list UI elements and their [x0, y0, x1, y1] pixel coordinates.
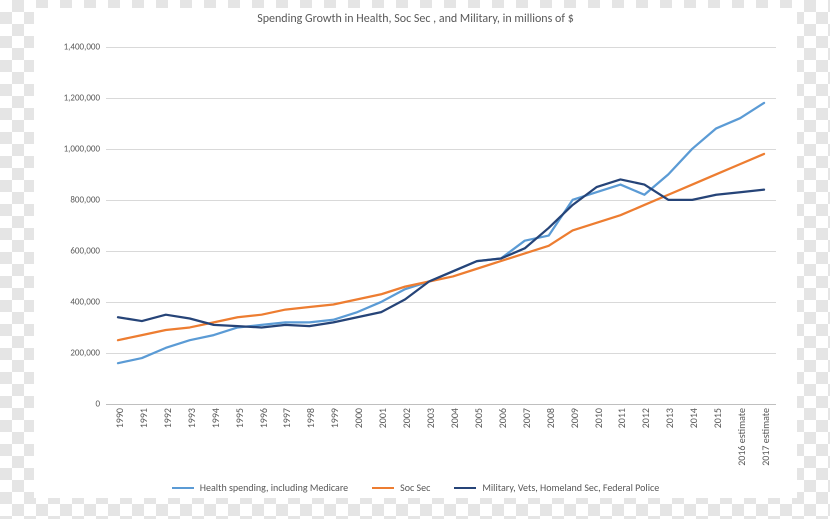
y-tick-label: 600,000: [38, 245, 100, 256]
x-tick-label: 1996: [257, 408, 270, 428]
y-gridline: [106, 404, 776, 405]
x-tick-label: 2013: [663, 408, 676, 428]
x-tick-label: 2014: [687, 408, 700, 428]
x-tick-label: 1998: [304, 408, 317, 428]
x-tick-label: 1995: [233, 408, 246, 428]
x-tick-label: 2016 estimate: [735, 408, 748, 466]
y-tick-label: 0: [38, 399, 100, 410]
x-tick-label: 1999: [328, 408, 341, 428]
x-tick-label: 2015: [711, 408, 724, 428]
x-tick-label: 2012: [639, 408, 652, 428]
x-tick-label: 1994: [209, 408, 222, 428]
x-tick-label: 1993: [185, 408, 198, 428]
chart-box: Spending Growth in Health, Soc Sec , and…: [34, 8, 797, 498]
x-tick-label: 2017 estimate: [759, 408, 772, 466]
plot-area: [106, 34, 776, 404]
y-tick-label: 1,200,000: [38, 92, 100, 103]
series-line: [118, 179, 764, 327]
x-tick-label: 1991: [137, 408, 150, 428]
legend-label: Military, Vets, Homeland Sec, Federal Po…: [482, 481, 659, 494]
x-tick-label: 1990: [113, 408, 126, 428]
x-tick-label: 2008: [544, 408, 557, 428]
legend: Health spending, including Medicare Soc S…: [34, 481, 797, 494]
legend-item: Soc Sec: [372, 481, 430, 494]
series-line: [118, 154, 764, 340]
legend-swatch: [372, 487, 394, 489]
x-tick-label: 1992: [161, 408, 174, 428]
legend-item: Health spending, including Medicare: [172, 481, 348, 494]
legend-swatch: [172, 487, 194, 489]
legend-swatch: [454, 487, 476, 489]
y-tick-label: 1,000,000: [38, 143, 100, 154]
x-tick-label: 2009: [568, 408, 581, 428]
chart-title: Spending Growth in Health, Soc Sec , and…: [34, 12, 797, 26]
y-tick-label: 800,000: [38, 194, 100, 205]
legend-item: Military, Vets, Homeland Sec, Federal Po…: [454, 481, 659, 494]
x-tick-label: 2007: [520, 408, 533, 428]
x-tick-label: 2006: [496, 408, 509, 428]
legend-label: Health spending, including Medicare: [200, 481, 348, 494]
x-tick-label: 2010: [592, 408, 605, 428]
y-tick-label: 200,000: [38, 347, 100, 358]
chart-container: Spending Growth in Health, Soc Sec , and…: [0, 0, 830, 519]
y-tick-label: 1,400,000: [38, 41, 100, 52]
x-tick-label: 1997: [280, 408, 293, 428]
x-tick-label: 2004: [448, 408, 461, 428]
x-tick-label: 2011: [615, 408, 628, 428]
x-tick-label: 2003: [424, 408, 437, 428]
x-tick-label: 2001: [376, 408, 389, 428]
x-tick-label: 2005: [472, 408, 485, 428]
series-lines: [106, 34, 776, 404]
y-tick-label: 400,000: [38, 296, 100, 307]
x-tick-label: 2002: [400, 408, 413, 428]
legend-label: Soc Sec: [400, 481, 430, 494]
x-tick-label: 2000: [352, 408, 365, 428]
